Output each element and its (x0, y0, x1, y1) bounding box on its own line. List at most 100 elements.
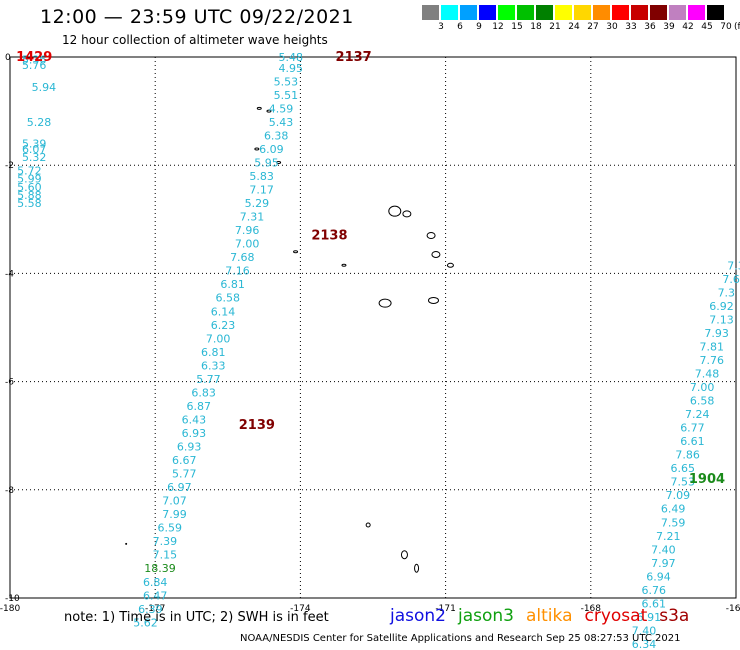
island-outline (431, 250, 441, 258)
swh-value: 7.40 (651, 543, 676, 556)
swh-value: 6.14 (211, 305, 236, 318)
swh-value: 6.23 (211, 319, 236, 332)
scale-swatch (707, 5, 724, 20)
swh-value: 7.93 (704, 327, 729, 340)
swh-value: 5.95 (254, 156, 279, 169)
lon-tick-label: -177 (145, 604, 165, 614)
scale-swatch (555, 5, 572, 20)
footnote: note: 1) Time is in UTC; 2) SWH is in fe… (64, 610, 329, 625)
swh-value: 7.68 (230, 251, 255, 264)
lat-tick-label: -10 (5, 594, 20, 604)
swh-value: 7.3 (718, 286, 736, 299)
swh-value: 7.21 (656, 530, 681, 543)
scale-label: 33 (625, 22, 637, 32)
scale-swatch (688, 5, 705, 20)
island-outline (414, 563, 420, 573)
scale-swatch (441, 5, 458, 20)
scale-swatch (593, 5, 610, 20)
swh-value: 6.58 (216, 292, 241, 305)
swh-value: 5.32 (22, 151, 47, 164)
swh-value: 6.38 (264, 129, 289, 142)
swh-value: 7.00 (690, 381, 715, 394)
island-outline (293, 250, 299, 254)
swh-value: 7.40 (632, 624, 657, 637)
scale-label: 30 (606, 22, 618, 32)
swh-value: 5.51 (274, 89, 299, 102)
legend-jason2: jason2 (390, 606, 446, 626)
island-outline (402, 210, 412, 218)
credit-line: NOAA/NESDIS Center for Satellite Applica… (240, 633, 681, 644)
lon-tick-label: -180 (0, 604, 20, 614)
scale-label: 36 (644, 22, 656, 32)
lat-tick-label: -4 (5, 269, 14, 279)
swh-value: 6.81 (220, 278, 245, 291)
lon-tick-label: -171 (435, 604, 455, 614)
pass-time-label: 2137 (336, 50, 372, 65)
scale-label: 70 (720, 22, 732, 32)
swh-value: 6.34 (632, 638, 657, 650)
swh-value: 5.77 (196, 373, 221, 386)
scale-label: 9 (476, 22, 482, 32)
island-outline (266, 109, 272, 113)
satellite-legend: jason2 jason3 altika cryosat s3a (390, 606, 701, 626)
swh-value: 5.29 (245, 197, 270, 210)
island-outline (400, 550, 408, 560)
swh-value: 7.81 (700, 340, 725, 353)
swh-value: 5.72 (17, 165, 42, 178)
swh-value: 6.91 (637, 611, 662, 624)
scale-swatch (612, 5, 629, 20)
scale-swatch (650, 5, 667, 20)
swh-value: 6.67 (172, 454, 197, 467)
scale-swatch (479, 5, 496, 20)
swh-value: 6.09 (259, 143, 284, 156)
scale-swatch (669, 5, 686, 20)
lat-tick-label: -6 (5, 378, 14, 388)
swh-value: 6.77 (680, 422, 705, 435)
island-outline (341, 263, 347, 267)
legend-cryosat: cryosat (584, 606, 648, 626)
scale-label: 27 (587, 22, 599, 32)
swh-value: 5.39 (22, 138, 47, 151)
scale-label: 6 (457, 22, 463, 32)
island-outline (276, 160, 282, 164)
swh-value: 7.17 (249, 184, 274, 197)
island-outline (256, 106, 262, 110)
swh-value: 6.39 (138, 603, 163, 616)
island-outline (378, 298, 392, 308)
scale-swatch (631, 5, 648, 20)
lon-tick-label: -165 (726, 604, 740, 614)
swh-value: 5.43 (269, 116, 294, 129)
swh-value: 6.92 (709, 300, 734, 313)
swh-value: 6.59 (157, 522, 182, 535)
page-title: 12:00 — 23:59 UTC 09/22/2021 (40, 6, 354, 28)
swh-value: 5.94 (32, 81, 57, 94)
scale-label: 12 (492, 22, 504, 32)
swh-value: 5.53 (274, 75, 299, 88)
swh-value: 5.77 (172, 468, 197, 481)
pass-time-label: 1904 (689, 472, 725, 487)
scale-label: 3 (438, 22, 444, 32)
pass-time-label: 2138 (311, 229, 347, 244)
scale-swatch (460, 5, 477, 20)
swh-value: 7.39 (153, 535, 178, 548)
swh-value: 7.6 (722, 273, 740, 286)
scale-label: 21 (549, 22, 561, 32)
swh-value: 5.58 (17, 197, 42, 210)
swh-value: 7.86 (675, 449, 700, 462)
swh-value: 7.15 (153, 549, 178, 562)
island-outline (446, 262, 454, 268)
swh-value: 7.59 (661, 516, 686, 529)
scale-label: 42 (682, 22, 694, 32)
swh-value: 6.61 (680, 435, 705, 448)
scale-label: 24 (568, 22, 580, 32)
swh-value: 7.13 (709, 313, 734, 326)
swh-value: 6.65 (671, 462, 696, 475)
swh-value: 6.49 (661, 503, 686, 516)
swh-value: 6.83 (191, 386, 216, 399)
lat-tick-label: -8 (5, 486, 14, 496)
island-outline (254, 147, 260, 151)
swh-value: 7.3 (727, 259, 740, 272)
swh-value: 6.07 (22, 143, 47, 156)
map-frame (9, 56, 737, 599)
swh-value: 6.61 (641, 597, 666, 610)
